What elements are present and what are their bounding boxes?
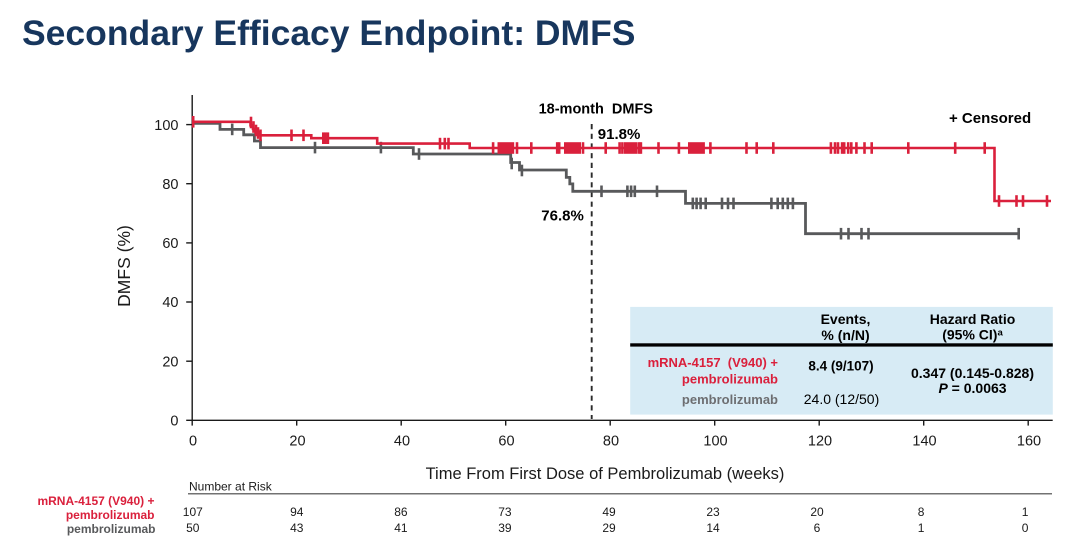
svg-text:40: 40 xyxy=(162,295,178,311)
svg-text:120: 120 xyxy=(808,433,832,449)
svg-text:29: 29 xyxy=(602,521,616,535)
svg-text:91.8%: 91.8% xyxy=(598,126,641,143)
svg-text:100: 100 xyxy=(154,118,178,134)
svg-text:107: 107 xyxy=(183,505,203,519)
svg-text:14: 14 xyxy=(706,521,720,535)
svg-text:60: 60 xyxy=(498,433,514,449)
svg-text:86: 86 xyxy=(394,505,408,519)
svg-text:Hazard Ratio: Hazard Ratio xyxy=(930,311,1016,327)
svg-text:pembrolizumab: pembrolizumab xyxy=(66,508,155,522)
svg-text:76.8%: 76.8% xyxy=(541,208,584,225)
svg-text:80: 80 xyxy=(603,433,619,449)
svg-text:24.0 (12/50): 24.0 (12/50) xyxy=(804,391,880,407)
svg-text:0: 0 xyxy=(170,414,178,430)
svg-text:P = 0.0063: P = 0.0063 xyxy=(938,380,1006,396)
svg-text:+ Censored: + Censored xyxy=(949,110,1031,127)
svg-text:8: 8 xyxy=(918,505,925,519)
svg-text:1: 1 xyxy=(918,521,925,535)
svg-text:% (n/N): % (n/N) xyxy=(821,327,869,343)
svg-text:50: 50 xyxy=(186,521,200,535)
svg-text:43: 43 xyxy=(290,521,304,535)
svg-text:1: 1 xyxy=(1022,505,1029,519)
svg-text:160: 160 xyxy=(1017,433,1041,449)
svg-text:60: 60 xyxy=(162,236,178,252)
svg-text:18-month DMFS: 18-month DMFS xyxy=(539,101,654,117)
svg-text:0: 0 xyxy=(189,433,197,449)
svg-text:140: 140 xyxy=(912,433,936,449)
svg-text:Events,: Events, xyxy=(821,311,871,327)
svg-text:94: 94 xyxy=(290,505,304,519)
svg-text:39: 39 xyxy=(498,521,512,535)
svg-text:pembrolizumab: pembrolizumab xyxy=(67,522,156,536)
svg-text:49: 49 xyxy=(602,505,616,519)
svg-text:mRNA-4157 (V940) +: mRNA-4157 (V940) + xyxy=(648,355,779,370)
svg-text:Number at Risk: Number at Risk xyxy=(189,479,273,493)
svg-text:0.347 (0.145-0.828): 0.347 (0.145-0.828) xyxy=(911,365,1034,381)
svg-text:mRNA-4157 (V940) +: mRNA-4157 (V940) + xyxy=(37,494,154,508)
svg-text:8.4 (9/107): 8.4 (9/107) xyxy=(808,358,873,373)
svg-text:0: 0 xyxy=(1022,521,1029,535)
svg-text:20: 20 xyxy=(810,505,824,519)
svg-text:pembrolizumab: pembrolizumab xyxy=(682,392,778,407)
svg-text:100: 100 xyxy=(703,433,727,449)
svg-text:Time From First Dose of Pembro: Time From First Dose of Pembrolizumab (w… xyxy=(426,465,785,483)
svg-text:(95% CI)a: (95% CI)a xyxy=(942,327,1003,343)
svg-text:6: 6 xyxy=(814,521,821,535)
svg-text:20: 20 xyxy=(162,354,178,370)
svg-text:80: 80 xyxy=(162,177,178,193)
svg-text:41: 41 xyxy=(394,521,408,535)
svg-text:40: 40 xyxy=(394,433,410,449)
svg-text:20: 20 xyxy=(289,433,305,449)
svg-text:pembrolizumab: pembrolizumab xyxy=(682,371,778,386)
svg-text:DMFS (%): DMFS (%) xyxy=(114,225,134,307)
svg-text:23: 23 xyxy=(706,505,720,519)
svg-text:73: 73 xyxy=(498,505,512,519)
